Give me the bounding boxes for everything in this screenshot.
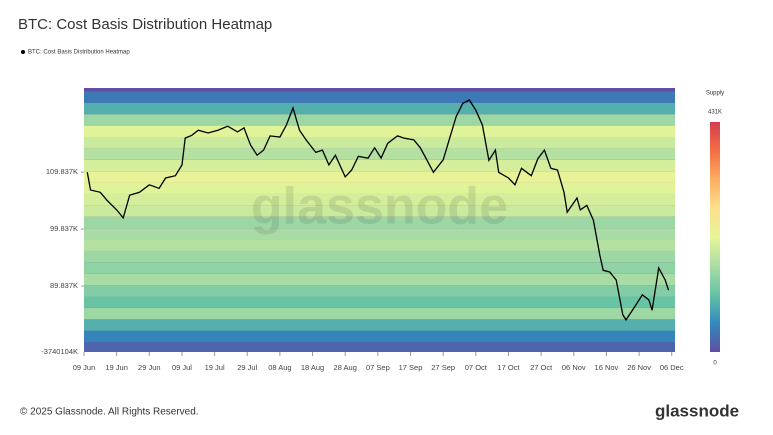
x-tick-label: 08 Aug: [268, 363, 291, 372]
x-tick-label: 26 Nov: [627, 363, 651, 372]
x-tick-label: 28 Aug: [334, 363, 357, 372]
y-tick-label: 109.837K: [46, 167, 78, 176]
x-tick-label: 19 Jul: [205, 363, 225, 372]
heat-cell: [84, 91, 675, 103]
heat-cell: [84, 296, 675, 308]
watermark: glassnode: [251, 178, 508, 236]
x-tick-label: 27 Oct: [530, 363, 553, 372]
heat-cell: [84, 330, 675, 343]
x-tick-label: 09 Jun: [73, 363, 96, 372]
x-tick-label: 07 Oct: [465, 363, 488, 372]
x-tick-label: 09 Jul: [172, 363, 192, 372]
x-tick-label: 19 Jun: [105, 363, 128, 372]
colorbar-tick-label: 431K: [708, 110, 722, 116]
x-tick-label: 27 Sep: [431, 363, 455, 372]
heat-cell: [84, 228, 675, 240]
heat-cell: [84, 262, 675, 274]
heat-cell: [84, 205, 675, 217]
colorbar-tick-label: 0: [713, 361, 717, 367]
x-tick-label: 07 Sep: [366, 363, 390, 372]
heat-cell: [84, 114, 675, 126]
heat-cell: [84, 273, 675, 286]
heat-cell: [84, 307, 675, 320]
heatmap: [84, 88, 675, 352]
heat-cell: [84, 148, 675, 160]
logo: glassnode: [655, 401, 739, 420]
footer: © 2025 Glassnode. All Rights Reserved.: [20, 407, 199, 418]
chart-title: BTC: Cost Basis Distribution Heatmap: [18, 16, 272, 33]
colorbar: [710, 122, 720, 352]
heat-cell: [84, 319, 675, 331]
heat-cell: [84, 250, 675, 263]
x-tick-label: 17 Oct: [497, 363, 520, 372]
heat-cell: [84, 193, 675, 206]
heat-cell: [84, 342, 675, 352]
x-tick-label: 16 Nov: [595, 363, 619, 372]
y-min-label: -3740104K: [41, 347, 78, 356]
heat-cell: [84, 102, 675, 115]
legend-label: BTC: Cost Basis Distribution Heatmap: [28, 50, 130, 56]
colorbar-title: Supply: [706, 91, 724, 97]
heat-cell: [84, 182, 675, 194]
heat-cell: [84, 159, 675, 172]
x-tick-label: 18 Aug: [301, 363, 324, 372]
x-tick-label: 29 Jun: [138, 363, 161, 372]
y-tick-label: 99.837K: [50, 224, 78, 233]
heat-cell: [84, 171, 675, 183]
heat-cell: [84, 285, 675, 297]
heat-cell: [84, 216, 675, 229]
heat-cell: [84, 136, 675, 149]
heat-cell: [84, 125, 675, 137]
price-line: [86, 99, 670, 322]
y-tick-label: 89.837K: [50, 281, 78, 290]
x-tick-label: 17 Sep: [399, 363, 423, 372]
x-tick-label: 06 Nov: [562, 363, 586, 372]
x-tick-label: 29 Jul: [237, 363, 257, 372]
heat-cell: [84, 239, 675, 251]
legend-marker: [21, 50, 25, 54]
x-tick-label: 06 Dec: [660, 363, 684, 372]
